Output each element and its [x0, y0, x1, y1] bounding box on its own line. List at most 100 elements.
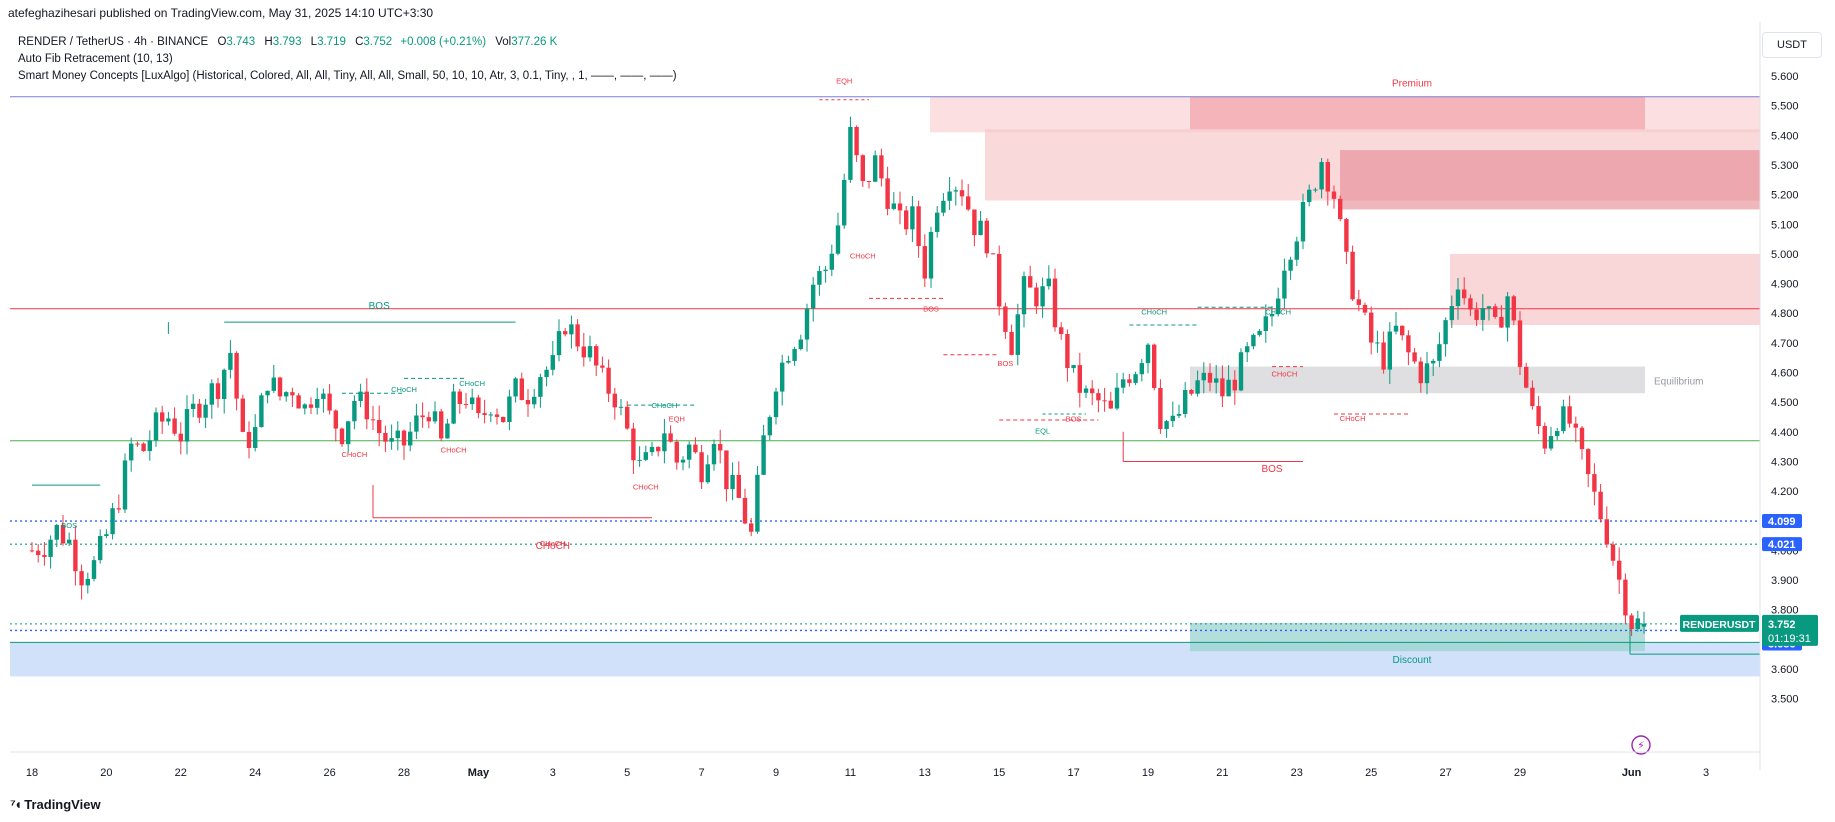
candle — [1418, 357, 1423, 393]
symbol-ohlc-row: RENDER / TetherUS · 4h · BINANCE O3.743 … — [18, 34, 677, 51]
bos-label: BOS — [369, 301, 390, 312]
candle-body — [172, 418, 177, 434]
candle — [377, 405, 382, 447]
x-tick-label: 3 — [1703, 767, 1709, 779]
candle-body — [73, 539, 78, 572]
candle — [699, 445, 704, 489]
candle — [594, 344, 599, 377]
y-tick-label: 5.500 — [1771, 101, 1799, 113]
y-tick-label: 5.400 — [1771, 130, 1799, 142]
candle-body — [1263, 316, 1268, 331]
bos-label: BOS — [1261, 464, 1282, 475]
candle-body — [575, 324, 580, 347]
candle-body — [1350, 251, 1355, 300]
candle-body — [1071, 365, 1076, 369]
candle-body — [507, 396, 512, 422]
candle-body — [773, 391, 779, 418]
candle-body — [1288, 259, 1293, 271]
candle — [916, 200, 921, 258]
candle — [1623, 573, 1628, 624]
candle — [823, 266, 828, 283]
candle — [178, 422, 183, 455]
candle-body — [1207, 372, 1213, 383]
candle-body — [389, 438, 394, 442]
candle — [1325, 158, 1330, 206]
candle-body — [718, 444, 723, 451]
candle — [693, 437, 698, 454]
candle — [302, 403, 307, 415]
candle — [879, 148, 884, 187]
candle — [333, 409, 338, 442]
candle — [1641, 611, 1647, 634]
y-tick-label: 5.100 — [1771, 219, 1799, 231]
candle — [656, 446, 661, 457]
candle — [1294, 236, 1299, 267]
candle-body — [904, 210, 909, 230]
candle-body — [1362, 304, 1368, 313]
candle — [1511, 294, 1516, 326]
candle — [811, 277, 816, 322]
candle-body — [1486, 306, 1492, 309]
candle-body — [1238, 352, 1244, 391]
candle-body — [160, 412, 165, 422]
candle — [1114, 373, 1120, 411]
candle-body — [1561, 406, 1566, 432]
choch-label: CHoCH — [1265, 308, 1291, 317]
candle-body — [941, 200, 946, 213]
indicator-fib[interactable]: Auto Fib Retracement (10, 13) — [18, 53, 173, 65]
candle-body — [1344, 219, 1349, 252]
candle-body — [1387, 331, 1392, 370]
candle — [1350, 245, 1355, 302]
y-tick-label: 4.600 — [1771, 368, 1799, 380]
candle — [1009, 324, 1014, 356]
candle-body — [426, 417, 431, 422]
candle-body — [953, 190, 958, 192]
candle-body — [817, 271, 822, 285]
candle — [401, 429, 407, 460]
candle-body — [277, 377, 283, 397]
candle — [1307, 184, 1312, 207]
symbol-title[interactable]: RENDER / TetherUS · 4h · BINANCE — [18, 36, 209, 48]
candle — [1548, 426, 1554, 451]
x-tick-label: 25 — [1365, 767, 1377, 779]
candle — [308, 397, 314, 414]
candle — [439, 408, 444, 442]
candle-body — [1090, 388, 1095, 394]
candle — [488, 412, 493, 423]
candles-layer — [29, 116, 1647, 637]
candle — [792, 346, 797, 366]
candle — [197, 398, 202, 424]
indicator-smc[interactable]: Smart Money Concepts [LuxAlgo] (Historic… — [18, 70, 677, 82]
candle — [730, 462, 735, 501]
last-price-bg — [1762, 614, 1818, 646]
choch-label: CHoCH — [633, 483, 659, 492]
candle — [873, 150, 878, 183]
choch-label: CHoCH — [651, 401, 677, 410]
candle-body — [612, 393, 617, 408]
candle — [1183, 382, 1188, 418]
candle-body — [1059, 327, 1064, 335]
candle-body — [1170, 415, 1175, 422]
eqh-label: EQH — [836, 76, 852, 85]
candle-body — [1468, 298, 1473, 310]
candle-body — [122, 460, 128, 510]
candle — [1003, 302, 1008, 339]
candle — [277, 376, 283, 401]
candle — [1090, 380, 1095, 406]
candle-body — [333, 410, 338, 429]
candle — [501, 416, 506, 423]
currency-selector[interactable]: USDT — [1762, 32, 1822, 58]
candle-body — [1424, 363, 1430, 384]
candle-body — [222, 369, 227, 399]
tradingview-logo[interactable]: ⁷◖ TradingView — [10, 796, 101, 812]
candle-body — [67, 539, 72, 544]
candle — [966, 183, 971, 211]
candle-body — [1052, 278, 1058, 328]
candle-body — [1462, 289, 1467, 299]
candle-body — [358, 391, 363, 401]
candle-body — [618, 406, 624, 408]
y-tick-label: 3.800 — [1771, 605, 1799, 617]
candle — [1424, 351, 1430, 395]
candle — [1288, 256, 1293, 280]
